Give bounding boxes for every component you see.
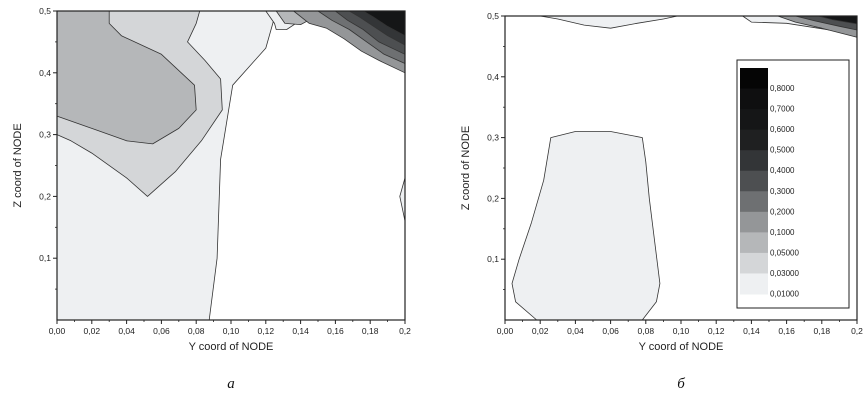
legend-swatch [740, 273, 768, 295]
contour-regions [511, 15, 858, 321]
y-tick-label: 0,4 [39, 68, 51, 78]
x-tick-label: 0,2 [399, 326, 411, 336]
x-tick-label: 0,00 [497, 326, 514, 336]
legend-swatch [740, 68, 768, 90]
legend-label: 0,7000 [770, 105, 795, 114]
legend-swatch [740, 129, 768, 151]
y-tick-label: 0,4 [487, 72, 499, 82]
y-tick-label: 0,2 [39, 191, 51, 201]
legend-label: 0,05000 [770, 248, 799, 257]
y-tick-label: 0,5 [487, 11, 499, 21]
legend-label: 0,2000 [770, 207, 795, 216]
contour-panel-b: 0,00 0,02 0,04 0,06 0,08 0,10 0,12 0,14 0,16 0,18… [460, 11, 863, 392]
legend-label: 0,8000 [770, 84, 795, 93]
x-tick-label: 0,10 [223, 326, 240, 336]
y-tick-label: 0,1 [487, 254, 499, 264]
x-tick-label: 0,04 [118, 326, 135, 336]
contour-region-0 [511, 131, 661, 321]
x-tick-label: 0,2 [851, 326, 863, 336]
x-tick-label: 0,06 [602, 326, 619, 336]
legend-swatch [740, 150, 768, 172]
contour-region-3 [399, 177, 406, 222]
contour-regions [56, 10, 406, 321]
y-axis-ticks: 0,1 0,2 0,3 0,4 0,5 [487, 11, 505, 291]
y-tick-label: 0,2 [487, 193, 499, 203]
legend-swatch [740, 109, 768, 131]
legend-swatch [740, 170, 768, 192]
panel-label: а [227, 376, 235, 392]
x-tick-label: 0,16 [327, 326, 344, 336]
x-tick-label: 0,06 [153, 326, 170, 336]
legend-swatch [740, 211, 768, 233]
x-tick-label: 0,10 [673, 326, 690, 336]
legend-swatch [740, 191, 768, 213]
y-tick-label: 0,3 [487, 133, 499, 143]
x-tick-label: 0,02 [532, 326, 549, 336]
y-tick-label: 0,5 [39, 6, 51, 16]
legend-label: 0,1000 [770, 228, 795, 237]
y-axis-ticks: 0,1 0,2 0,3 0,4 0,5 [39, 6, 57, 290]
panel-label: б [677, 376, 685, 392]
x-tick-label: 0,16 [778, 326, 795, 336]
legend-label: 0,03000 [770, 269, 799, 278]
y-axis-label: Z coord of NODE [12, 123, 24, 207]
x-tick-label: 0,08 [638, 326, 655, 336]
legend-label: 0,01000 [770, 290, 799, 299]
legend-label: 0,5000 [770, 146, 795, 155]
x-axis-ticks: 0,00 0,02 0,04 0,06 0,08 0,10 0,12 0,14 0,16 0,18… [49, 320, 411, 336]
legend-label: 0,6000 [770, 125, 795, 134]
x-tick-label: 0,00 [49, 326, 66, 336]
x-tick-label: 0,18 [362, 326, 379, 336]
legend-swatch [740, 232, 768, 254]
x-tick-label: 0,12 [708, 326, 725, 336]
x-axis-label: Y coord of NODE [189, 341, 274, 353]
x-tick-label: 0,04 [567, 326, 584, 336]
x-tick-label: 0,14 [292, 326, 309, 336]
x-tick-label: 0,12 [258, 326, 275, 336]
x-tick-label: 0,02 [84, 326, 101, 336]
y-axis-label: Z coord of NODE [460, 126, 472, 210]
legend-label: 0,4000 [770, 166, 795, 175]
y-tick-label: 0,1 [39, 253, 51, 263]
x-tick-label: 0,14 [743, 326, 760, 336]
legend-swatch [740, 88, 768, 110]
contour-panel-a: 0,00 0,02 0,04 0,06 0,08 0,10 0,12 0,14 0,16 0,18… [12, 6, 411, 392]
x-tick-label: 0,18 [814, 326, 831, 336]
color-legend: 0,8000 0,7000 0,6000 0,5000 0,4000 0,3000 0,20… [736, 59, 850, 309]
contour-region-1 [539, 15, 678, 29]
x-tick-label: 0,08 [188, 326, 205, 336]
x-axis-label: Y coord of NODE [639, 341, 724, 353]
legend-swatch [740, 252, 768, 274]
legend-label: 0,3000 [770, 187, 795, 196]
x-axis-ticks: 0,00 0,02 0,04 0,06 0,08 0,10 0,12 0,14 0,16 0,18… [497, 320, 863, 336]
y-tick-label: 0,3 [39, 130, 51, 140]
